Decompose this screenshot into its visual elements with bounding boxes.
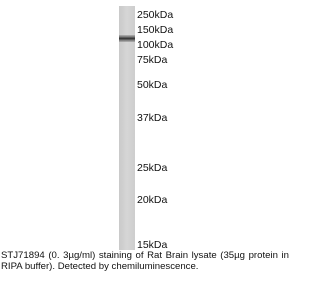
page: 250kDa 150kDa 100kDa 75kDa 50kDa 37kDa 2… [0,0,291,287]
lane [119,6,135,250]
marker-label: 37kDa [137,112,168,124]
marker-label: 150kDa [137,24,173,36]
blot: 250kDa 150kDa 100kDa 75kDa 50kDa 37kDa 2… [0,0,291,250]
marker-label: 20kDa [137,194,168,206]
marker-label: 100kDa [137,39,173,51]
band [119,35,135,42]
marker-label: 15kDa [137,239,168,250]
marker-label: 250kDa [137,9,173,21]
marker-label: 50kDa [137,79,168,91]
marker-label: 25kDa [137,162,168,174]
caption: STJ71894 (0. 3µg/ml) staining of Rat Bra… [1,250,289,272]
marker-label: 75kDa [137,54,168,66]
